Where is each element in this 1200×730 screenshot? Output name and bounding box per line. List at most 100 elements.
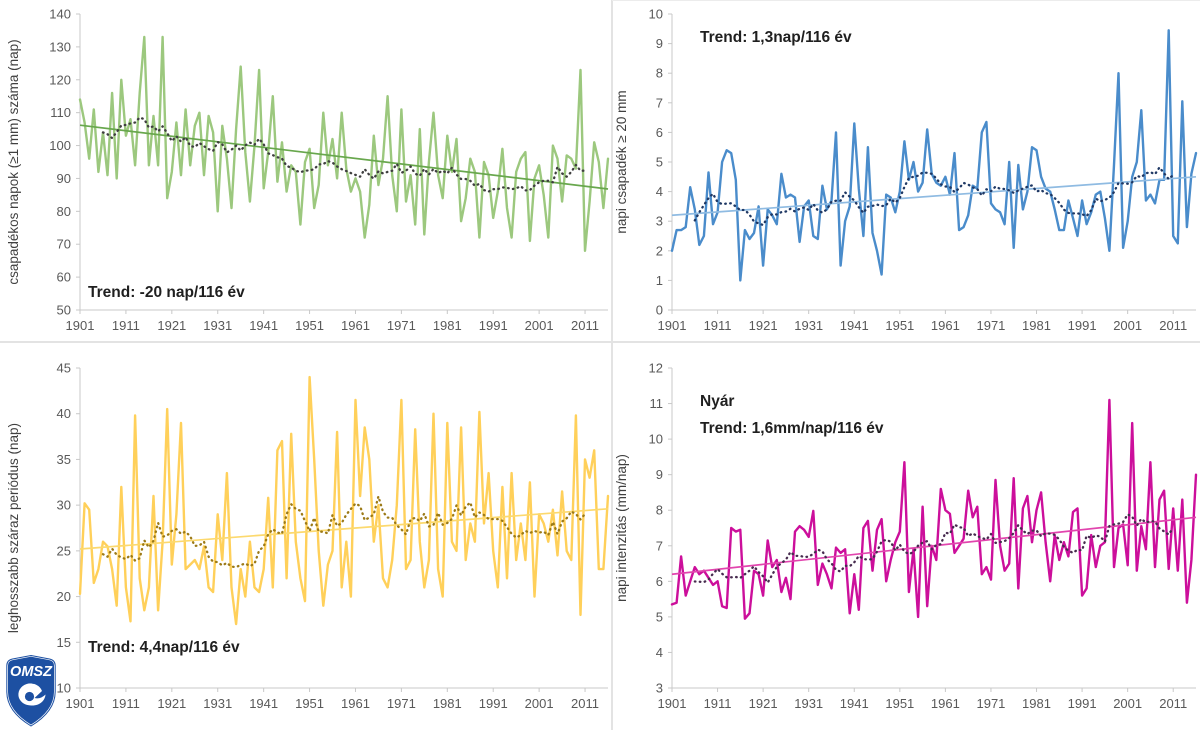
omsz-logo: OMSZ — [4, 654, 58, 728]
x-tick-label: 2001 — [1113, 318, 1142, 333]
y-tick-label: 3 — [656, 214, 663, 229]
y-tick-label: 4 — [656, 645, 663, 660]
x-tick-label: 1931 — [794, 696, 823, 711]
x-tick-label: 1981 — [1022, 696, 1051, 711]
x-tick-label: 1971 — [976, 318, 1005, 333]
y-tick-label: 130 — [49, 39, 71, 54]
x-tick-label: 1901 — [66, 696, 95, 711]
annual-series-line — [78, 35, 610, 253]
y-tick-label: 120 — [49, 72, 71, 87]
trend-annotation: Trend: 1,3nap/116 év — [700, 29, 852, 46]
x-tick-label: 1921 — [157, 318, 186, 333]
horizontal-divider — [0, 341, 1200, 343]
x-tick-label: 1911 — [112, 696, 140, 711]
x-tick-label: 2011 — [1159, 318, 1187, 333]
y-tick-label: 45 — [57, 361, 71, 376]
x-tick-label: 1901 — [66, 318, 95, 333]
y-tick-label: 50 — [57, 303, 71, 318]
y-tick-label: 7 — [656, 95, 663, 110]
x-tick-label: 1941 — [249, 318, 278, 333]
x-tick-label: 1971 — [976, 696, 1005, 711]
y-tick-label: 9 — [656, 36, 663, 51]
x-tick-label: 1921 — [749, 696, 778, 711]
y-axis-title: leghosszabb száraz periódus (nap) — [6, 423, 21, 633]
omsz-logo-shield-icon: OMSZ — [5, 654, 57, 728]
y-tick-label: 10 — [649, 432, 663, 447]
trend-line — [79, 507, 609, 550]
axes: 3 4 5 6 7 8 9 10 11 12 1901 1911 1921 1931 1941 1951 196… — [649, 361, 1196, 711]
x-tick-label: 1961 — [341, 318, 370, 333]
y-tick-label: 5 — [656, 155, 663, 170]
y-tick-label: 100 — [49, 138, 71, 153]
moving-average-line — [693, 513, 1175, 584]
x-tick-label: 1961 — [931, 696, 960, 711]
y-tick-label: 5 — [656, 609, 663, 624]
x-tick-label: 2001 — [525, 696, 554, 711]
y-tick-label: 80 — [57, 204, 71, 219]
y-tick-label: 70 — [57, 237, 71, 252]
x-tick-label: 1971 — [387, 318, 416, 333]
y-axis-title: napi csapadék ≥ 20 mm — [614, 90, 629, 233]
x-tick-label: 1991 — [479, 318, 508, 333]
chart-intensity-panel: 3 4 5 6 7 8 9 10 11 12 1901 1911 1921 1931 1941 1951 196… — [612, 342, 1200, 730]
x-tick-label: 2011 — [571, 696, 599, 711]
x-tick-label: 1991 — [1068, 318, 1097, 333]
top-border-right-column — [612, 0, 1200, 1]
moving-average-line — [693, 166, 1175, 227]
y-tick-label: 6 — [656, 574, 663, 589]
x-tick-label: 1961 — [341, 696, 370, 711]
x-tick-label: 1951 — [295, 318, 324, 333]
y-tick-label: 4 — [656, 184, 663, 199]
annual-series-line — [78, 375, 610, 626]
x-tick-label: 1991 — [1068, 696, 1097, 711]
x-tick-label: 1901 — [658, 696, 687, 711]
vertical-divider — [611, 0, 613, 730]
x-tick-label: 1951 — [885, 696, 914, 711]
y-tick-label: 10 — [649, 7, 663, 22]
y-tick-label: 11 — [650, 396, 664, 411]
x-tick-label: 1991 — [479, 696, 508, 711]
y-tick-label: 7 — [656, 538, 663, 553]
y-axis-title: napi intenzitás (mm/nap) — [614, 454, 629, 602]
x-tick-label: 2001 — [1113, 696, 1142, 711]
x-tick-label: 1931 — [794, 318, 823, 333]
x-tick-label: 2011 — [571, 318, 599, 333]
y-tick-label: 110 — [50, 105, 71, 120]
trend-annotation: Trend: 1,6mm/nap/116 év — [700, 420, 884, 437]
chart-wet-days-panel: 50 60 70 80 90 100 110 120 130 140 1901 1911 1921 193… — [0, 0, 612, 342]
x-tick-label: 1911 — [704, 696, 732, 711]
x-tick-label: 1941 — [249, 696, 278, 711]
y-tick-label: 0 — [656, 303, 663, 318]
omsz-logo-text: OMSZ — [10, 664, 53, 680]
x-tick-label: 1921 — [749, 318, 778, 333]
y-tick-label: 9 — [656, 467, 663, 482]
trend-line — [671, 175, 1197, 217]
trend-annotation: Nyár — [700, 393, 734, 410]
moving-average-line — [101, 495, 587, 569]
y-tick-label: 12 — [649, 361, 663, 376]
x-tick-label: 1951 — [295, 696, 324, 711]
chart-heavy-precip: 0 1 2 3 4 5 6 7 8 9 10 1901 1911 1921 1931 1941 1951 1961… — [614, 7, 1198, 333]
trend-annotation: Trend: 4,4nap/116 év — [88, 639, 240, 656]
y-tick-label: 8 — [656, 66, 663, 81]
chart-wet-days: 50 60 70 80 90 100 110 120 130 140 1901 1911 1921 193… — [6, 7, 610, 333]
y-tick-label: 15 — [57, 635, 71, 650]
y-tick-label: 140 — [49, 7, 71, 22]
annual-series-line — [670, 398, 1198, 620]
trend-annotation: Trend: -20 nap/116 év — [88, 284, 245, 301]
x-tick-label: 2001 — [525, 318, 554, 333]
y-tick-label: 6 — [656, 125, 663, 140]
x-tick-label: 1981 — [433, 696, 462, 711]
x-tick-label: 1911 — [112, 318, 140, 333]
x-tick-label: 1951 — [885, 318, 914, 333]
x-tick-label: 1921 — [157, 696, 186, 711]
y-tick-label: 1 — [656, 273, 663, 288]
x-tick-label: 1931 — [203, 696, 232, 711]
x-tick-label: 1981 — [1022, 318, 1051, 333]
annual-series-line — [670, 29, 1198, 282]
axes: 0 1 2 3 4 5 6 7 8 9 10 1901 1911 1921 1931 1941 1951 1961… — [649, 7, 1196, 333]
x-tick-label: 1901 — [658, 318, 687, 333]
chart-dry-period-panel: 10 15 20 25 30 35 40 45 1901 1911 1921 1931 1941 1951… — [0, 342, 612, 730]
moving-average-line — [101, 116, 587, 193]
chart-heavy-precip-panel: 0 1 2 3 4 5 6 7 8 9 10 1901 1911 1921 1931 1941 1951 1961… — [612, 0, 1200, 342]
